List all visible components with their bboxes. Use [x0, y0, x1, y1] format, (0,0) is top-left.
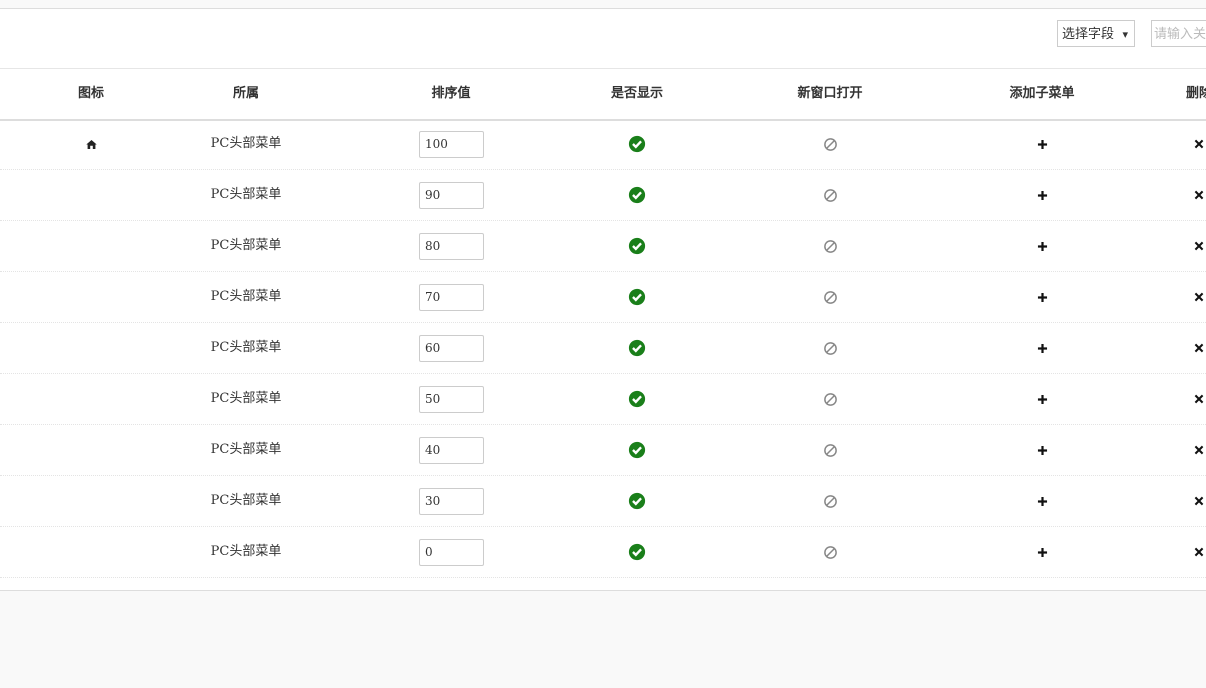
table-row: PC头部菜单 30 [0, 476, 1206, 527]
sort-input[interactable]: 0 [419, 539, 484, 566]
sort-input[interactable]: 70 [419, 284, 484, 311]
delete-button[interactable] [1193, 240, 1205, 252]
table-row: PC头部菜单 70 [0, 272, 1206, 323]
table-row: PC头部菜单 50 [0, 374, 1206, 425]
delete-button[interactable] [1193, 291, 1205, 303]
table-row: PC头部菜单 0 [0, 527, 1206, 578]
sort-input[interactable]: 80 [419, 233, 484, 260]
column-header: 图标 [77, 86, 105, 101]
table-row: PC头部菜单 60 [0, 323, 1206, 374]
add-submenu-button[interactable] [1036, 240, 1049, 253]
new-window-icon [823, 443, 837, 457]
sort-input[interactable]: 60 [419, 335, 484, 362]
owner: PC头部菜单 [210, 340, 282, 355]
add-submenu-button[interactable] [1036, 342, 1049, 355]
owner: PC头部菜单 [210, 187, 282, 202]
sort-input[interactable]: 90 [419, 182, 484, 209]
delete-button[interactable] [1193, 342, 1205, 354]
sort-input[interactable]: 100 [419, 131, 484, 158]
new-window-icon [823, 341, 837, 355]
column-header: 是否显示 [610, 86, 664, 101]
visible-icon [628, 390, 646, 408]
delete-button[interactable] [1193, 495, 1205, 507]
owner: PC头部菜单 [210, 442, 282, 457]
delete-button[interactable] [1193, 138, 1205, 150]
column-header: 排序值 [431, 86, 471, 101]
home-icon [85, 139, 97, 149]
add-submenu-button[interactable] [1036, 444, 1049, 457]
add-submenu-button[interactable] [1036, 189, 1049, 202]
visible-icon [628, 492, 646, 510]
visible-icon [628, 135, 646, 153]
search-input[interactable]: 请输入关键字 [1151, 20, 1206, 47]
new-window-icon [823, 188, 837, 202]
field-select[interactable]: 选择字段 [1057, 20, 1135, 48]
owner: PC头部菜单 [210, 238, 282, 253]
visible-icon [628, 186, 646, 204]
sort-input[interactable]: 40 [419, 437, 484, 464]
new-window-icon [823, 290, 837, 304]
new-window-icon [823, 494, 837, 508]
table-row: PC头部菜单 80 [0, 221, 1206, 272]
owner: PC头部菜单 [210, 493, 282, 508]
delete-button[interactable] [1193, 393, 1205, 405]
visible-icon [628, 441, 646, 459]
sort-input[interactable]: 50 [419, 386, 484, 413]
add-submenu-button[interactable] [1036, 393, 1049, 406]
visible-icon [628, 543, 646, 561]
visible-icon [628, 288, 646, 306]
table-row: PC头部菜单 40 [0, 425, 1206, 476]
new-window-icon [823, 392, 837, 406]
column-header: 新窗口打开 [797, 86, 863, 101]
delete-button[interactable] [1193, 444, 1205, 456]
owner: PC头部菜单 [210, 544, 282, 559]
owner: PC头部菜单 [210, 136, 282, 151]
column-header: 所属 [232, 86, 260, 101]
add-submenu-button[interactable] [1036, 291, 1049, 304]
column-header: 添加子菜单 [1009, 86, 1075, 101]
table-header: 图标 所属 排序值 是否显示 新窗口打开 添加子菜单 删除 [0, 68, 1206, 121]
table-row: PC头部菜单 90 [0, 170, 1206, 221]
add-submenu-button[interactable] [1036, 138, 1049, 151]
visible-icon [628, 339, 646, 357]
new-window-icon [823, 545, 837, 559]
owner: PC头部菜单 [210, 289, 282, 304]
add-submenu-button[interactable] [1036, 546, 1049, 559]
column-header: 删除 [1185, 86, 1206, 101]
table-row: PC头部菜单 100 [0, 119, 1206, 170]
visible-icon [628, 237, 646, 255]
new-window-icon [823, 239, 837, 253]
delete-button[interactable] [1193, 189, 1205, 201]
new-window-icon [823, 137, 837, 151]
delete-button[interactable] [1193, 546, 1205, 558]
panel: 选择字段 请输入关键字 图标 所属 排序值 是否显示 新窗口打开 添加子菜单 删除 PC头部… [0, 8, 1206, 591]
owner: PC头部菜单 [210, 391, 282, 406]
add-submenu-button[interactable] [1036, 495, 1049, 508]
sort-input[interactable]: 30 [419, 488, 484, 515]
